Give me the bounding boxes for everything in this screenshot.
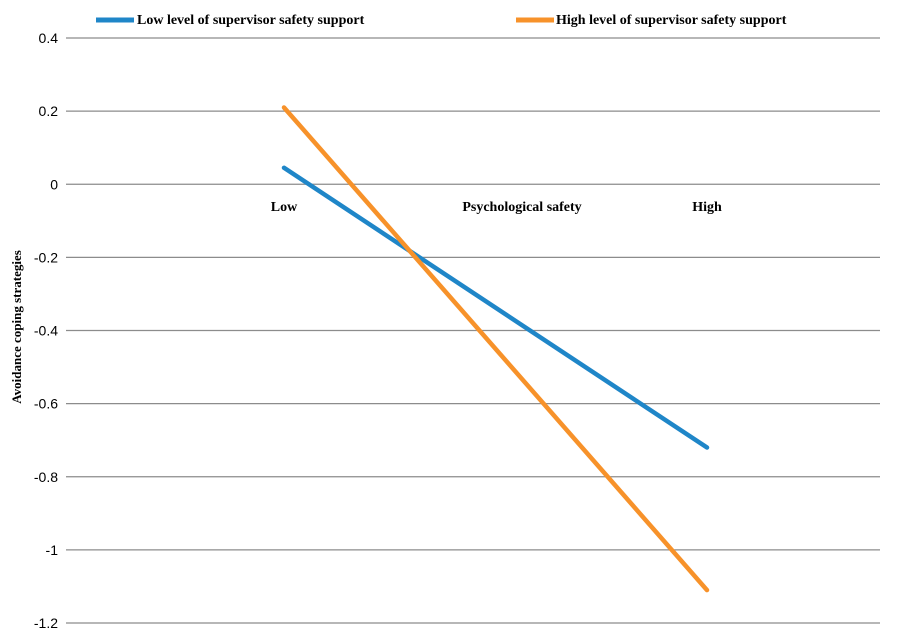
y-axis-tick-labels: 0.4 0.2 0 -0.2 -0.4 -0.6 -0.8 -1 -1.2	[34, 30, 58, 631]
y-tick-label: 0.2	[39, 103, 59, 119]
y-tick-label: 0.4	[39, 30, 59, 46]
series-line-high-support	[281, 105, 710, 593]
y-tick-label: -0.6	[34, 396, 58, 412]
y-tick-label: -0.8	[34, 469, 58, 485]
y-tick-label: 0	[50, 176, 58, 192]
y-tick-label: -0.2	[34, 249, 58, 265]
y-tick-label: -0.4	[34, 323, 58, 339]
data-series	[281, 105, 710, 593]
x-category-high: High	[692, 200, 722, 215]
legend-label-low-support: Low level of supervisor safety support	[137, 13, 365, 28]
gridlines	[66, 37, 880, 624]
legend: Low level of supervisor safety support H…	[96, 13, 787, 28]
x-category-low: Low	[271, 200, 298, 215]
series-line-low-support	[281, 165, 710, 450]
y-axis-title: Avoidance coping strategies	[9, 250, 24, 404]
y-tick-label: -1	[46, 542, 59, 558]
x-axis-title: Psychological safety	[462, 200, 581, 215]
legend-label-high-support: High level of supervisor safety support	[556, 13, 787, 28]
y-tick-label: -1.2	[34, 615, 58, 631]
x-axis-category-labels: Low Psychological safety High	[271, 200, 722, 215]
